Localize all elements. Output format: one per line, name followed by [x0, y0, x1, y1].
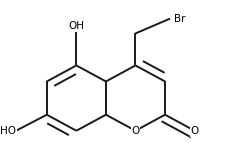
- Text: Br: Br: [174, 14, 185, 24]
- Text: OH: OH: [68, 21, 84, 31]
- Text: O: O: [131, 126, 140, 136]
- Text: O: O: [190, 126, 199, 136]
- Text: HO: HO: [0, 126, 16, 136]
